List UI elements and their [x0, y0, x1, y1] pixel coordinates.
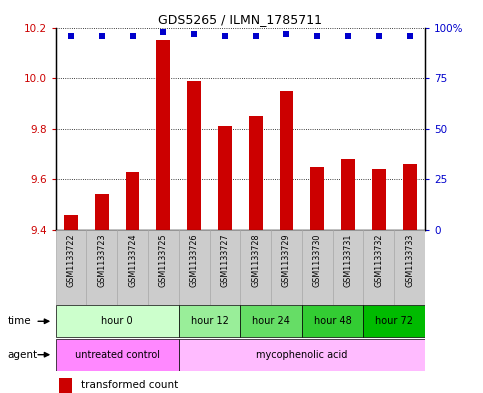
- Text: GSM1133727: GSM1133727: [220, 233, 229, 287]
- Text: hour 24: hour 24: [252, 316, 290, 326]
- Text: GSM1133733: GSM1133733: [405, 233, 414, 287]
- Point: [221, 33, 229, 39]
- FancyBboxPatch shape: [240, 230, 271, 305]
- FancyBboxPatch shape: [302, 230, 333, 305]
- Text: time: time: [7, 316, 31, 326]
- FancyBboxPatch shape: [302, 305, 364, 337]
- FancyBboxPatch shape: [56, 305, 179, 337]
- Title: GDS5265 / ILMN_1785711: GDS5265 / ILMN_1785711: [158, 13, 322, 26]
- Bar: [156, 40, 170, 230]
- Bar: [403, 164, 416, 230]
- Text: mycophenolic acid: mycophenolic acid: [256, 350, 348, 360]
- Bar: [280, 91, 293, 230]
- FancyBboxPatch shape: [364, 230, 394, 305]
- Point: [98, 33, 106, 39]
- Point: [128, 33, 136, 39]
- Text: hour 72: hour 72: [375, 316, 413, 326]
- Point: [406, 33, 413, 39]
- FancyBboxPatch shape: [394, 230, 425, 305]
- Text: GSM1133730: GSM1133730: [313, 233, 322, 287]
- Bar: [341, 159, 355, 230]
- Point: [67, 33, 75, 39]
- Text: hour 48: hour 48: [314, 316, 352, 326]
- Text: hour 12: hour 12: [191, 316, 228, 326]
- FancyBboxPatch shape: [179, 339, 425, 371]
- Bar: [372, 169, 386, 230]
- Text: agent: agent: [7, 350, 37, 360]
- Text: GSM1133723: GSM1133723: [97, 233, 106, 287]
- FancyBboxPatch shape: [179, 230, 210, 305]
- FancyBboxPatch shape: [148, 230, 179, 305]
- Point: [190, 30, 198, 37]
- FancyBboxPatch shape: [271, 230, 302, 305]
- FancyBboxPatch shape: [364, 305, 425, 337]
- Bar: [311, 167, 324, 230]
- Bar: [126, 172, 140, 230]
- FancyBboxPatch shape: [56, 230, 86, 305]
- Text: GSM1133728: GSM1133728: [251, 233, 260, 287]
- Bar: [95, 195, 109, 230]
- FancyBboxPatch shape: [86, 230, 117, 305]
- FancyBboxPatch shape: [179, 305, 241, 337]
- FancyBboxPatch shape: [333, 230, 364, 305]
- Bar: [59, 378, 72, 393]
- Point: [375, 33, 383, 39]
- FancyBboxPatch shape: [210, 230, 240, 305]
- Bar: [249, 116, 263, 230]
- Point: [159, 28, 167, 35]
- Text: GSM1133731: GSM1133731: [343, 233, 353, 287]
- FancyBboxPatch shape: [117, 230, 148, 305]
- Text: GSM1133724: GSM1133724: [128, 233, 137, 287]
- Bar: [218, 126, 232, 230]
- Text: GSM1133732: GSM1133732: [374, 233, 384, 287]
- Text: transformed count: transformed count: [82, 380, 179, 390]
- Text: untreated control: untreated control: [75, 350, 159, 360]
- Bar: [64, 215, 78, 230]
- Text: GSM1133729: GSM1133729: [282, 233, 291, 287]
- Point: [252, 33, 259, 39]
- Point: [283, 30, 290, 37]
- Bar: [187, 81, 201, 230]
- Text: GSM1133725: GSM1133725: [159, 233, 168, 287]
- FancyBboxPatch shape: [241, 305, 302, 337]
- Text: GSM1133726: GSM1133726: [190, 233, 199, 287]
- FancyBboxPatch shape: [56, 339, 179, 371]
- Text: hour 0: hour 0: [101, 316, 133, 326]
- Text: GSM1133722: GSM1133722: [67, 233, 75, 287]
- Point: [313, 33, 321, 39]
- Point: [344, 33, 352, 39]
